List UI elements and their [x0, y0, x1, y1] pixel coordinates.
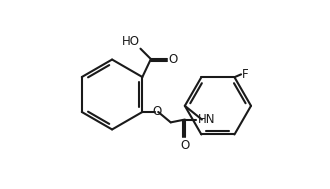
Text: O: O — [168, 53, 177, 66]
Text: O: O — [180, 139, 189, 152]
Text: O: O — [152, 105, 161, 119]
Text: HN: HN — [198, 113, 215, 126]
Text: HO: HO — [122, 35, 140, 48]
Text: F: F — [242, 68, 248, 81]
